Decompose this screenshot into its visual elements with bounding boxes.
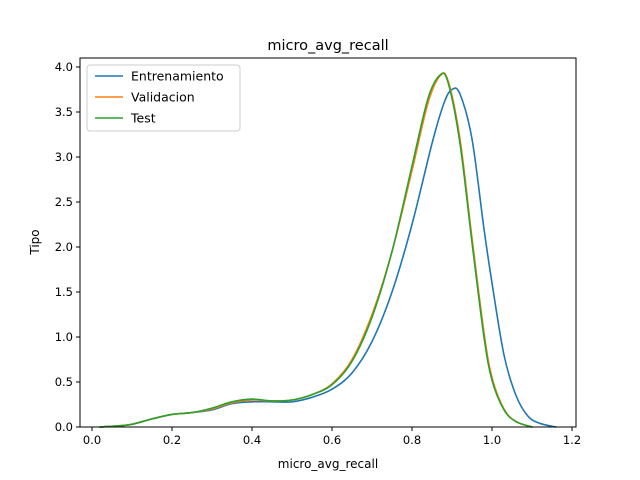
y-tick-label: 2.5 (55, 195, 73, 209)
chart-title: micro_avg_recall (267, 38, 388, 54)
series-line-test (99, 72, 533, 428)
x-tick-label: 1.0 (483, 433, 501, 447)
x-tick-label: 0.8 (403, 433, 421, 447)
legend-label-validacion: Validacion (131, 90, 195, 105)
y-tick-label: 1.5 (55, 285, 73, 299)
y-tick-label: 1.0 (55, 330, 73, 344)
x-tick-label: 1.2 (563, 433, 581, 447)
x-tick-label: 0.0 (83, 433, 101, 447)
y-axis-ticks: 0.0 0.5 1.0 1.5 2.0 2.5 3.0 3.5 4.0 (55, 60, 80, 434)
legend-label-entrenamiento: Entrenamiento (131, 69, 224, 84)
y-axis-label: Tipo (28, 229, 42, 255)
legend-label-test: Test (130, 111, 156, 126)
x-axis-label: micro_avg_recall (278, 457, 378, 471)
x-axis-ticks: 0.0 0.2 0.4 0.6 0.8 1.0 1.2 (83, 427, 581, 447)
y-tick-label: 2.0 (55, 240, 73, 254)
x-tick-label: 0.2 (163, 433, 181, 447)
x-tick-label: 0.6 (323, 433, 341, 447)
series-group (99, 72, 557, 428)
axes-frame (79, 57, 577, 428)
legend: Entrenamiento Validacion Test (86, 64, 241, 132)
y-tick-label: 0.5 (55, 375, 73, 389)
y-tick-label: 3.0 (55, 150, 73, 164)
y-tick-label: 4.0 (55, 60, 73, 74)
x-tick-label: 0.4 (243, 433, 261, 447)
y-tick-label: 0.0 (55, 420, 73, 434)
y-tick-label: 3.5 (55, 105, 73, 119)
legend-box (86, 64, 241, 132)
